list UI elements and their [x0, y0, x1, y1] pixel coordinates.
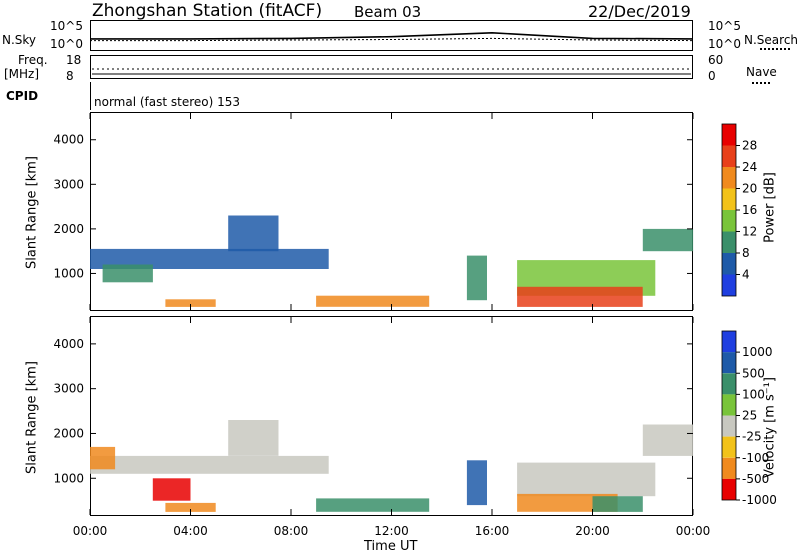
x-tick-label: 04:00 [173, 524, 208, 538]
velocity-colorbar-tick-label: 500 [742, 366, 765, 380]
power-colorbar-segment [722, 253, 736, 275]
x-axis-label: Time UT [364, 539, 418, 554]
freq-right-bottom: 0 [708, 69, 716, 83]
freq-left-top: 18 [66, 53, 82, 67]
noise-right-bottom: 10^0 [708, 37, 741, 51]
freq-panel [90, 55, 693, 79]
nsearch-label: N.Search [744, 33, 799, 47]
data-region [517, 462, 656, 497]
power-colorbar-tick-label: 12 [742, 225, 757, 239]
velocity-colorbar-segment [722, 373, 736, 395]
power-colorbar-tick-label: 24 [742, 160, 757, 174]
date-label: 22/Dec/2019 [588, 2, 691, 21]
beam-label: Beam 03 [354, 3, 422, 21]
noise-right-top: 10^5 [708, 19, 741, 33]
data-region [642, 424, 694, 456]
velocity-colorbar-segment [722, 331, 736, 353]
data-region [316, 295, 430, 307]
velocity-colorbar-segment [722, 457, 736, 479]
power-colorbar-segment [722, 231, 736, 253]
freq-left-bottom: 8 [66, 69, 74, 83]
station-title: Zhongshan Station (fitACF) [92, 1, 323, 21]
freq-label: Freq. [18, 53, 48, 67]
power-colorbar-segment [722, 167, 736, 189]
velocity-colorbar-segment [722, 478, 736, 500]
x-tick-label: 00:00 [676, 524, 711, 538]
velocity-colorbar-segment [722, 415, 736, 437]
freq-right-top: 60 [708, 53, 724, 67]
data-region [517, 493, 618, 512]
mode-label: normal (fast stereo) 153 [94, 95, 241, 109]
y-tick-label: 4000 [53, 133, 84, 147]
power-colorbar-segment [722, 274, 736, 296]
y-tick-label: 3000 [53, 382, 84, 396]
velocity-colorbar-tick-label: -1000 [742, 493, 777, 507]
data-region [90, 248, 329, 269]
data-region [90, 446, 116, 470]
y-tick-label: 1000 [53, 471, 84, 485]
data-region [592, 496, 643, 512]
data-region [466, 255, 487, 301]
x-tick-label: 08:00 [274, 524, 309, 538]
power-colorbar-segment [722, 188, 736, 210]
noise-panel [90, 20, 693, 51]
power-colorbar-tick-label: 8 [742, 246, 750, 260]
velocity-colorbar-tick-label: -500 [742, 472, 769, 486]
velocity-colorbar-segment [722, 352, 736, 374]
nsearch-legend-line [760, 48, 790, 50]
data-region [642, 228, 694, 252]
freq-unit-label: [MHz] [4, 67, 40, 81]
velocity-colorbar-tick-label: -100 [742, 451, 769, 465]
data-region [316, 498, 430, 512]
data-region [165, 299, 216, 307]
y-tick-label: 2000 [53, 426, 84, 440]
velocity-colorbar-tick-label: 100 [742, 387, 765, 401]
data-region [165, 502, 216, 512]
nave-legend-line [752, 82, 770, 84]
data-region [90, 455, 329, 474]
x-tick-label: 00:00 [73, 524, 108, 538]
nave-label: Nave [746, 65, 777, 79]
noise-left-bottom: 10^0 [50, 37, 83, 51]
y-tick-label: 1000 [53, 266, 84, 280]
y-tick-label: 4000 [53, 337, 84, 351]
power-colorbar-tick-label: 4 [742, 268, 750, 282]
power-colorbar-tick-label: 28 [742, 139, 757, 153]
noise-series-line [90, 37, 694, 42]
noise-left-top: 10^5 [50, 19, 83, 33]
velocity-colorbar-tick-label: 1000 [742, 345, 773, 359]
power-colorbar-segment [722, 210, 736, 232]
power-colorbar-segment [722, 145, 736, 167]
y-tick-label: 2000 [53, 222, 84, 236]
power-colorbar-tick-label: 16 [742, 203, 757, 217]
data-region [228, 215, 279, 252]
power-colorbar-tick-label: 20 [742, 182, 757, 196]
noise-series-line [90, 31, 694, 40]
power-colorbar-segment [722, 124, 736, 146]
cpid-label: CPID [6, 89, 39, 103]
velocity-colorbar-tick-label: 25 [742, 409, 757, 423]
data-region [228, 420, 279, 456]
y-tick-label: 3000 [53, 177, 84, 191]
x-tick-label: 16:00 [475, 524, 510, 538]
cpid-divider [90, 82, 91, 110]
velocity-colorbar-segment [722, 436, 736, 458]
data-region [517, 286, 643, 307]
nsky-label: N.Sky [2, 33, 37, 47]
x-tick-label: 20:00 [575, 524, 610, 538]
x-tick-label: 12:00 [374, 524, 409, 538]
velocity-colorbar-segment [722, 394, 736, 416]
velocity-colorbar-tick-label: -25 [742, 430, 762, 444]
data-region [466, 460, 487, 506]
data-region [152, 478, 191, 501]
data-region [102, 264, 153, 283]
